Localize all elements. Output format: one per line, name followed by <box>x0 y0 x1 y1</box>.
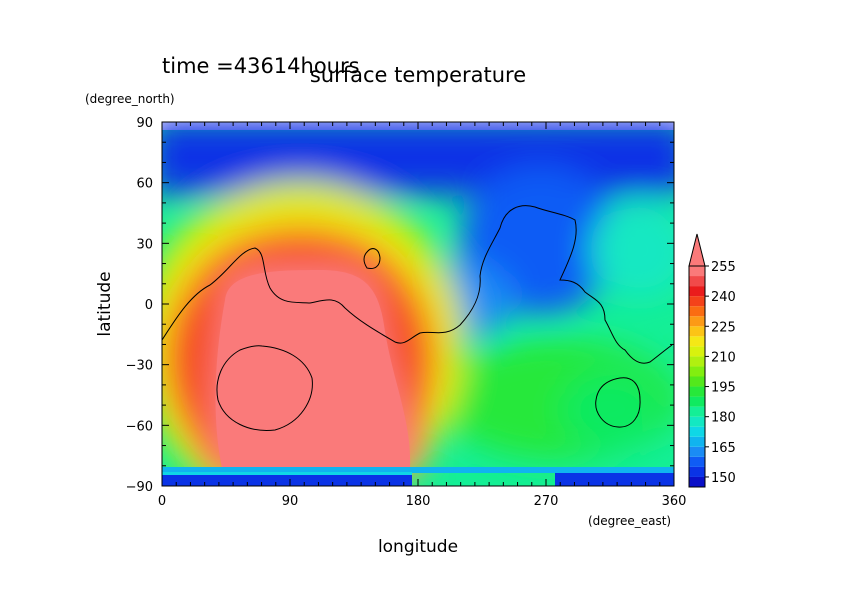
coastline-ring-large <box>216 345 313 431</box>
colorbar-swatch <box>689 436 705 447</box>
y-axis: 90 60 30 0 −30 −60 −90 <box>126 116 674 495</box>
y-axis-label: latitude <box>95 271 115 336</box>
x-tick-label: 270 <box>534 494 559 509</box>
colorbar-swatch <box>689 376 705 387</box>
colorbar-overflow-arrow <box>688 233 706 267</box>
y-tick-label: 30 <box>136 237 153 252</box>
colorbar-swatch <box>689 416 705 427</box>
colorbar-swatch <box>689 316 705 327</box>
coastlines <box>162 205 673 431</box>
colorbar-swatch <box>689 306 705 317</box>
colorbar-swatch <box>689 326 705 337</box>
time-label: time =43614hours <box>162 54 360 78</box>
coastline-ring-east <box>595 377 641 428</box>
y-tick-label: 60 <box>136 177 153 192</box>
colorbar-swatch <box>689 356 705 367</box>
colorbar-swatch <box>689 386 705 397</box>
temperature-field <box>162 122 674 486</box>
coastline-main <box>162 205 673 364</box>
colorbar-tick-label: 225 <box>711 320 736 335</box>
colorbar-swatch <box>689 456 705 467</box>
colorbar-swatch <box>689 286 705 297</box>
x-tick-label: 90 <box>282 494 299 509</box>
colorbar-swatch <box>689 296 705 307</box>
colorbar-swatch <box>689 466 705 477</box>
colorbar-tick-label: 180 <box>711 411 736 426</box>
x-tick-label: 0 <box>158 494 166 509</box>
colorbar-tick-label: 195 <box>711 381 736 396</box>
colorbar-swatch <box>689 476 705 487</box>
coastline-ring-small <box>363 248 381 269</box>
colorbar-swatch <box>689 446 705 457</box>
y-tick-label: −60 <box>126 419 153 434</box>
colorbar: 150 165 180 195 210 225 240 255 <box>688 233 736 488</box>
y-tick-label: −30 <box>126 359 153 374</box>
x-units: (degree_east) <box>588 514 671 528</box>
y-tick-label: −90 <box>126 480 153 495</box>
colorbar-tick-label: 255 <box>711 260 736 275</box>
x-axis-label: longitude <box>378 537 458 557</box>
colorbar-swatch <box>689 406 705 417</box>
x-axis: 0 90 180 270 360 <box>158 122 687 509</box>
chart-title: surface temperature <box>310 63 526 87</box>
colorbar-swatch <box>689 336 705 347</box>
colorbar-swatch <box>689 276 705 287</box>
colorbar-tick-label: 165 <box>711 441 736 456</box>
colorbar-tick-label: 210 <box>711 350 736 365</box>
colorbar-swatch <box>689 346 705 357</box>
y-tick-label: 0 <box>145 298 153 313</box>
y-tick-label: 90 <box>136 116 153 131</box>
colorbar-frame <box>688 265 706 488</box>
y-units: (degree_north) <box>85 92 175 106</box>
colorbar-swatch <box>689 426 705 437</box>
x-tick-label: 180 <box>406 494 431 509</box>
x-tick-label: 360 <box>662 494 687 509</box>
colorbar-swatch <box>689 266 705 277</box>
colorbar-swatch <box>689 366 705 377</box>
colorbar-tick-label: 240 <box>711 290 736 305</box>
colorbar-swatch <box>689 396 705 407</box>
colorbar-tick-label: 150 <box>711 471 736 486</box>
